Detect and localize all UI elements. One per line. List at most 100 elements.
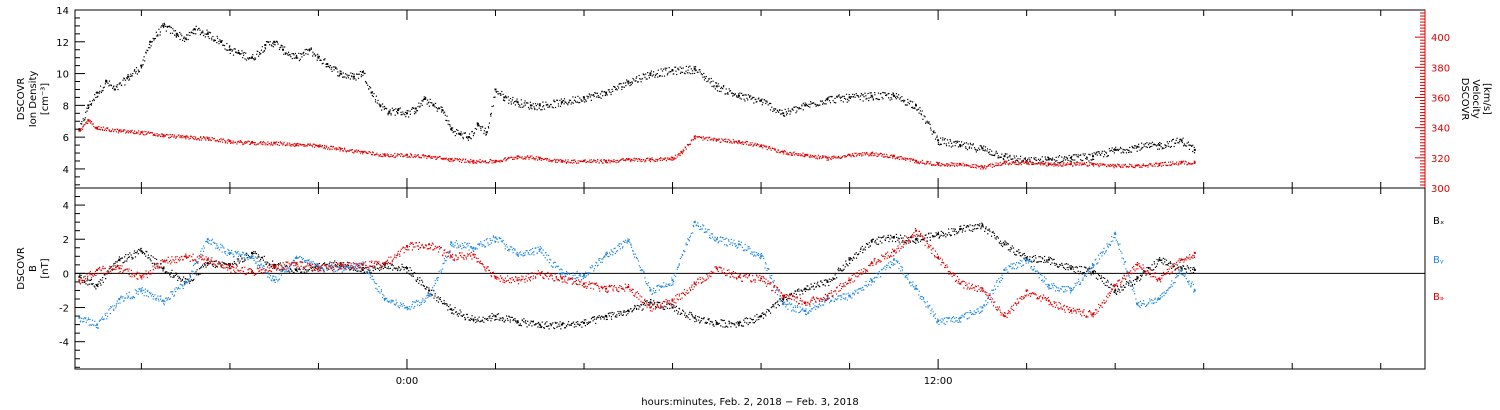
data-point bbox=[359, 151, 361, 153]
data-point bbox=[173, 275, 175, 277]
data-point bbox=[1165, 144, 1167, 147]
data-point bbox=[853, 94, 856, 96]
data-point bbox=[743, 98, 745, 100]
data-point bbox=[1083, 272, 1085, 274]
data-point bbox=[1184, 160, 1186, 162]
data-point bbox=[741, 325, 743, 327]
data-point bbox=[603, 318, 605, 320]
data-point bbox=[859, 153, 861, 155]
data-point bbox=[817, 154, 820, 156]
data-point bbox=[995, 238, 997, 240]
data-point bbox=[189, 137, 191, 139]
data-point bbox=[855, 252, 857, 254]
data-point bbox=[163, 22, 165, 24]
data-point bbox=[221, 264, 223, 266]
data-point bbox=[674, 154, 677, 156]
data-point bbox=[826, 156, 829, 159]
data-point bbox=[935, 138, 937, 140]
data-point bbox=[279, 262, 281, 264]
data-point bbox=[364, 271, 366, 273]
data-point bbox=[1025, 257, 1028, 259]
data-point bbox=[86, 107, 88, 109]
data-point bbox=[617, 85, 619, 87]
data-point bbox=[284, 266, 286, 268]
data-point bbox=[782, 151, 784, 153]
data-point bbox=[1004, 240, 1006, 242]
data-point bbox=[655, 160, 657, 162]
data-point bbox=[195, 271, 197, 273]
data-point bbox=[302, 143, 305, 146]
data-point bbox=[314, 269, 316, 272]
data-point bbox=[82, 125, 84, 127]
data-point bbox=[923, 238, 925, 240]
data-point bbox=[664, 67, 666, 69]
data-point bbox=[1130, 151, 1133, 153]
data-point bbox=[88, 120, 90, 122]
data-point bbox=[1035, 157, 1037, 159]
data-point bbox=[1154, 165, 1156, 167]
data-point bbox=[1175, 142, 1177, 144]
data-point bbox=[1069, 156, 1072, 159]
data-point bbox=[872, 238, 874, 240]
data-point bbox=[1051, 262, 1053, 264]
data-point bbox=[483, 130, 485, 132]
data-point bbox=[925, 122, 927, 124]
data-point bbox=[620, 158, 622, 161]
data-point bbox=[664, 308, 666, 310]
data-point bbox=[987, 152, 990, 154]
data-point bbox=[468, 160, 470, 162]
data-point bbox=[253, 144, 256, 146]
data-point bbox=[948, 228, 950, 230]
data-point bbox=[520, 325, 522, 327]
data-point bbox=[119, 82, 121, 84]
data-point bbox=[1029, 159, 1031, 161]
data-point bbox=[952, 230, 954, 232]
data-point bbox=[115, 131, 117, 133]
data-point bbox=[1048, 256, 1050, 258]
data-point bbox=[175, 272, 177, 274]
data-point bbox=[457, 315, 459, 317]
data-point bbox=[201, 137, 203, 140]
data-point bbox=[463, 314, 465, 316]
data-point bbox=[82, 279, 84, 281]
data-point bbox=[1090, 271, 1092, 273]
data-point bbox=[404, 267, 406, 269]
data-point bbox=[131, 75, 133, 77]
data-point bbox=[930, 127, 932, 129]
data-point bbox=[1021, 161, 1023, 163]
data-point bbox=[817, 281, 819, 283]
data-point bbox=[288, 51, 290, 53]
data-point bbox=[772, 110, 774, 112]
data-point bbox=[953, 141, 955, 143]
data-point bbox=[120, 258, 122, 260]
data-point bbox=[412, 156, 414, 158]
data-point bbox=[653, 300, 655, 302]
data-point bbox=[1095, 163, 1097, 166]
data-point bbox=[1123, 164, 1125, 166]
data-point bbox=[1171, 140, 1173, 142]
data-point bbox=[698, 136, 700, 138]
data-point bbox=[349, 269, 351, 271]
data-point bbox=[84, 124, 86, 126]
data-point bbox=[1000, 244, 1003, 246]
data-point bbox=[532, 320, 534, 322]
data-point bbox=[959, 316, 962, 319]
data-point bbox=[262, 259, 264, 261]
data-point bbox=[352, 75, 355, 78]
data-point bbox=[836, 277, 838, 279]
data-point bbox=[361, 267, 363, 269]
data-point bbox=[721, 138, 723, 140]
data-point bbox=[450, 161, 452, 163]
data-point bbox=[789, 113, 791, 115]
data-point bbox=[568, 161, 570, 163]
data-point bbox=[200, 139, 202, 141]
data-point bbox=[317, 265, 320, 268]
data-point bbox=[406, 153, 408, 155]
data-point bbox=[345, 150, 347, 152]
data-point bbox=[1037, 162, 1039, 164]
data-point bbox=[605, 93, 607, 95]
data-point bbox=[242, 57, 244, 59]
data-point bbox=[583, 274, 585, 277]
data-point bbox=[241, 258, 243, 260]
data-point bbox=[197, 29, 199, 31]
